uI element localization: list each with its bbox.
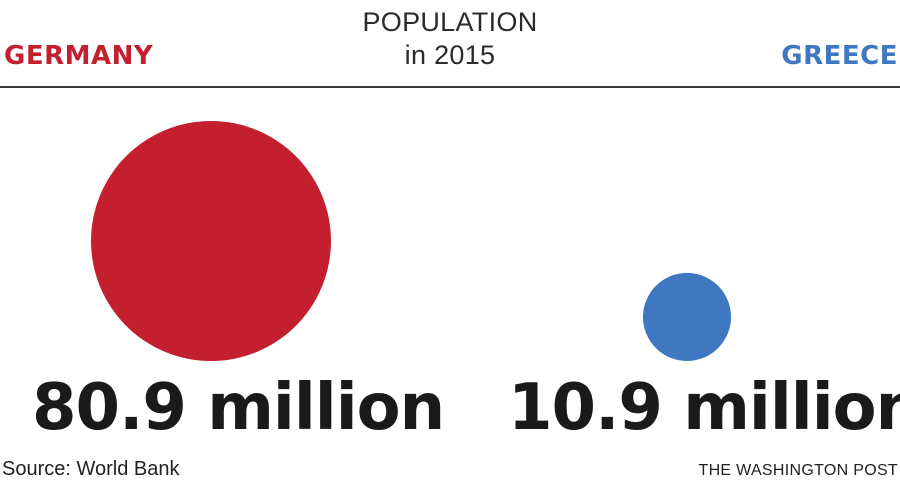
country-label-germany: GERMANY bbox=[4, 41, 154, 71]
value-label-germany: 80.9 million bbox=[32, 371, 445, 445]
source-note: Source: World Bank bbox=[2, 458, 180, 480]
publisher-credit: THE WASHINGTON POST bbox=[698, 462, 898, 479]
chart-subtitle: in 2015 bbox=[404, 40, 496, 70]
country-label-greece: GREECE bbox=[781, 41, 898, 71]
value-label-greece: 10.9 million bbox=[508, 371, 900, 445]
header-divider bbox=[0, 86, 900, 88]
chart-title: POPULATION bbox=[362, 7, 538, 37]
chart-title-block: POPULATION in 2015 bbox=[0, 6, 900, 72]
bubble-germany bbox=[91, 121, 331, 361]
bubble-greece bbox=[642, 272, 732, 361]
